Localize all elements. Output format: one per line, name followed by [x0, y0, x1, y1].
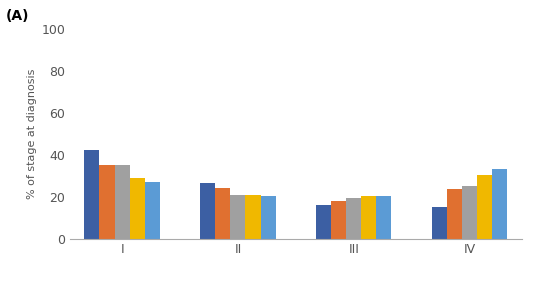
Bar [84, 150, 100, 239]
Bar [100, 165, 115, 239]
Bar [230, 195, 245, 239]
Bar [145, 182, 160, 239]
Bar [260, 196, 275, 239]
Bar [492, 169, 507, 239]
Bar [462, 186, 477, 239]
Text: (A): (A) [5, 9, 29, 23]
Bar [362, 196, 377, 239]
Bar [432, 207, 447, 239]
Bar [477, 175, 492, 239]
Bar [316, 205, 331, 239]
Bar [447, 189, 462, 239]
Bar [331, 201, 346, 239]
Bar [115, 165, 130, 239]
Bar [346, 198, 362, 239]
Bar [215, 188, 230, 239]
Y-axis label: % of stage at diagnosis: % of stage at diagnosis [27, 69, 37, 199]
Bar [130, 178, 145, 239]
Bar [200, 183, 215, 239]
Bar [245, 195, 260, 239]
Bar [377, 196, 392, 239]
